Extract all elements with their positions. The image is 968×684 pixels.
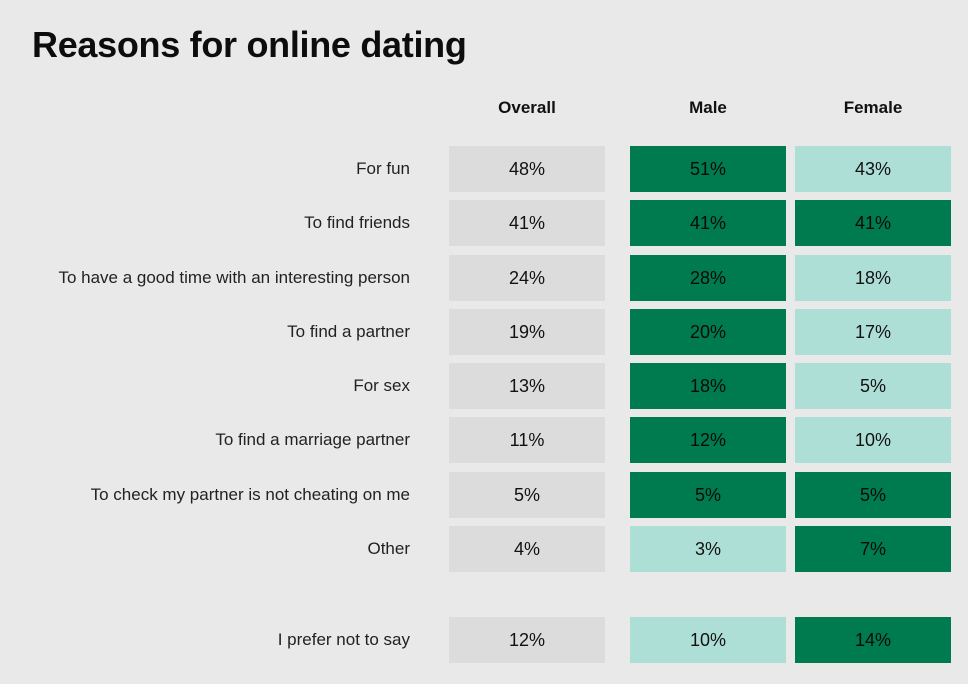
cell-overall: 4% xyxy=(449,526,605,572)
cell-overall: 41% xyxy=(449,200,605,246)
cell-overall: 5% xyxy=(449,472,605,518)
cell-overall: 19% xyxy=(449,309,605,355)
row-label: To have a good time with an interesting … xyxy=(58,268,410,287)
row-label: For sex xyxy=(353,376,410,395)
cell-male: 12% xyxy=(630,417,786,463)
cell-female: 14% xyxy=(795,617,951,663)
column-header-overall: Overall xyxy=(498,98,556,117)
cell-male: 10% xyxy=(630,617,786,663)
row-label: To find a marriage partner xyxy=(215,430,410,449)
cell-female: 5% xyxy=(795,472,951,518)
cell-male: 41% xyxy=(630,200,786,246)
cell-female: 17% xyxy=(795,309,951,355)
row-label: For fun xyxy=(356,159,410,178)
cell-male: 3% xyxy=(630,526,786,572)
cell-male: 20% xyxy=(630,309,786,355)
cell-male: 51% xyxy=(630,146,786,192)
column-header-female: Female xyxy=(843,98,903,117)
row-label: To find a partner xyxy=(287,322,410,341)
cell-female: 43% xyxy=(795,146,951,192)
cell-male: 5% xyxy=(630,472,786,518)
cell-female: 18% xyxy=(795,255,951,301)
cell-male: 28% xyxy=(630,255,786,301)
cell-overall: 48% xyxy=(449,146,605,192)
cell-overall: 11% xyxy=(449,417,605,463)
cell-female: 10% xyxy=(795,417,951,463)
cell-female: 41% xyxy=(795,200,951,246)
cell-overall: 24% xyxy=(449,255,605,301)
cell-overall: 13% xyxy=(449,363,605,409)
cell-female: 7% xyxy=(795,526,951,572)
row-label: I prefer not to say xyxy=(277,630,410,649)
cell-overall: 12% xyxy=(449,617,605,663)
cell-female: 5% xyxy=(795,363,951,409)
column-header-male: Male xyxy=(689,98,727,117)
chart-title: Reasons for online dating xyxy=(32,24,467,65)
row-label: To check my partner is not cheating on m… xyxy=(90,485,410,504)
cell-male: 18% xyxy=(630,363,786,409)
row-label: To find friends xyxy=(304,213,410,232)
row-label: Other xyxy=(367,539,410,558)
